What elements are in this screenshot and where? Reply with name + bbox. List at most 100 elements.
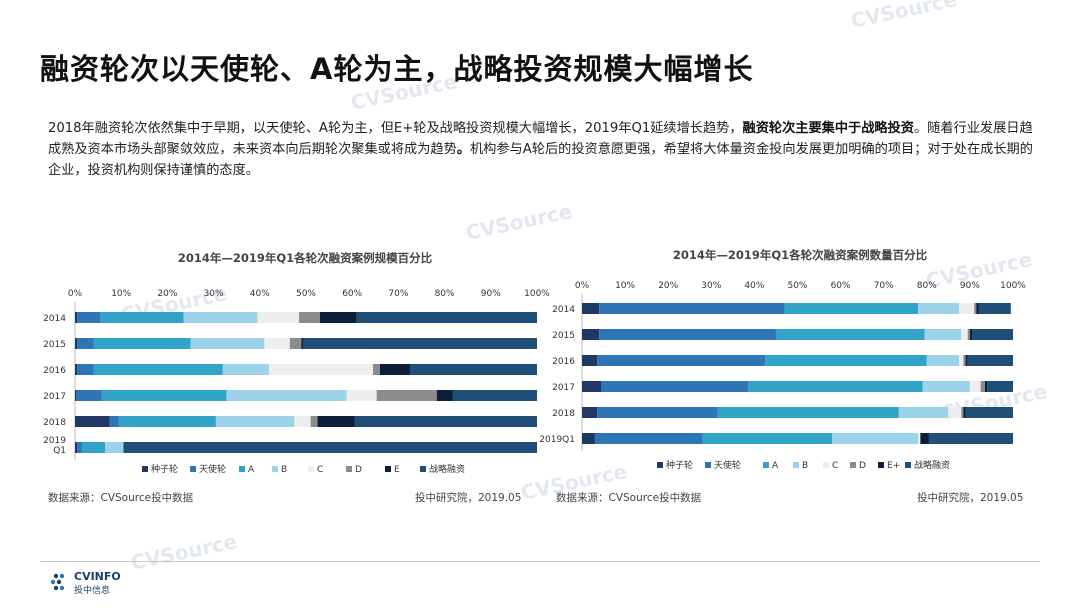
legend-label: C — [317, 465, 323, 475]
bar-segment — [918, 433, 921, 444]
x-tick-label: 80% — [917, 281, 937, 291]
bar-segment — [109, 416, 119, 427]
x-tick-label: 50% — [296, 289, 316, 299]
category-label: 2019 — [43, 436, 66, 446]
legend-label: D — [859, 461, 866, 471]
bar-segment — [93, 364, 223, 375]
category-label: 2014 — [43, 314, 66, 324]
bar-segment — [948, 407, 962, 418]
category-label: 2015 — [43, 340, 66, 350]
chart-title-right: 2014年—2019年Q1各轮次融资案例数量百分比 — [672, 248, 928, 262]
category-label: 2017 — [552, 383, 575, 393]
bar-segment — [980, 381, 985, 392]
chart-0: 0% 10% 20% 30% 40% 50% 60% 70% 80% 90% 100% 2014 201… — [43, 289, 550, 475]
legend-swatch — [793, 462, 799, 468]
bar-segment — [319, 312, 357, 323]
x-tick-label: 20% — [658, 281, 678, 291]
legend-label: 种子轮 — [666, 459, 693, 471]
legend-label: 种子轮 — [151, 463, 178, 475]
bar-segment — [376, 390, 437, 401]
legend-label: 战略融资 — [914, 459, 950, 471]
bar-segment — [594, 433, 703, 444]
bar-segment — [959, 355, 964, 366]
bar-segment — [301, 338, 304, 349]
legend-label: D — [355, 465, 362, 475]
bar-segment — [379, 364, 410, 375]
bar-segment — [597, 355, 766, 366]
bar-segment — [582, 303, 600, 314]
x-tick-label: 40% — [250, 289, 270, 299]
bar-segment — [582, 329, 600, 340]
intro-paragraph: 2018年融资轮次依然集中于早期，以天使轮、A轮为主，但E+轮及战略投资规模大幅… — [48, 118, 1043, 181]
bar-segment — [76, 390, 102, 401]
bar-segment — [582, 381, 602, 392]
category-label: 2016 — [552, 357, 575, 367]
legend-swatch — [905, 462, 911, 468]
bar-segment — [75, 442, 78, 453]
bar-segment — [294, 416, 311, 427]
category-label: Q1 — [53, 446, 66, 456]
x-tick-label: 80% — [435, 289, 455, 299]
bar-segment — [976, 303, 979, 314]
intro-text: 2018年融资轮次依然集中于早期，以天使轮、A轮为主，但E+轮及战略投资规模大幅… — [48, 121, 743, 136]
legend-swatch — [272, 466, 278, 472]
legend-label: E+ — [887, 461, 900, 471]
bar-segment — [123, 442, 537, 453]
bar-segment — [918, 303, 960, 314]
category-label: 2017 — [43, 392, 66, 402]
logo-name: CVINFO — [74, 570, 121, 583]
credit-note-left: 投中研究院，2019.05 — [415, 492, 522, 504]
bar-segment — [984, 381, 988, 392]
x-tick-label: 60% — [342, 289, 362, 299]
legend-swatch — [346, 466, 352, 472]
bar-segment — [775, 329, 925, 340]
bar-segment — [965, 407, 1013, 418]
bar-segment — [264, 338, 290, 349]
x-tick-label: 0% — [68, 289, 83, 299]
bar-segment — [77, 364, 94, 375]
bar-segment — [118, 416, 216, 427]
bar-segment — [356, 312, 537, 323]
bar-segment — [215, 416, 295, 427]
intro-bold: 融资轮次主要集中于战略投资 — [742, 121, 914, 136]
category-label: 2019Q1 — [539, 435, 575, 445]
bar-segment — [269, 364, 373, 375]
bar-segment — [75, 390, 77, 401]
x-tick-label: 20% — [157, 289, 177, 299]
bar-segment — [928, 433, 1013, 444]
bar-segment — [582, 433, 595, 444]
bar-segment — [372, 364, 380, 375]
bar-segment — [77, 312, 101, 323]
x-tick-label: 100% — [1000, 281, 1026, 291]
bar-segment — [961, 407, 964, 418]
bar-segment — [965, 355, 968, 366]
intro-bold: 。 — [456, 142, 470, 157]
bar-segment — [183, 312, 258, 323]
x-tick-label: 100% — [524, 289, 550, 299]
bar-segment — [346, 390, 377, 401]
bar-segment — [599, 303, 785, 314]
x-tick-label: 30% — [701, 281, 721, 291]
legend-swatch — [657, 462, 663, 468]
bar-segment — [299, 312, 320, 323]
bar-segment — [978, 303, 1011, 314]
legend-swatch — [385, 466, 391, 472]
bar-segment — [969, 381, 981, 392]
bar-segment — [969, 329, 973, 340]
bar-segment — [702, 433, 832, 444]
x-tick-label: 30% — [204, 289, 224, 299]
bar-segment — [765, 355, 927, 366]
bar-segment — [924, 329, 962, 340]
legend-swatch — [763, 462, 769, 468]
bar-segment — [597, 407, 718, 418]
legend-label: E — [394, 465, 400, 475]
bar-segment — [452, 390, 537, 401]
bar-segment — [75, 416, 110, 427]
legend-swatch — [823, 462, 829, 468]
bar-segment — [961, 329, 968, 340]
legend-label: B — [802, 461, 808, 471]
bar-segment — [317, 416, 355, 427]
bar-segment — [75, 364, 78, 375]
category-label: 2014 — [552, 305, 575, 315]
